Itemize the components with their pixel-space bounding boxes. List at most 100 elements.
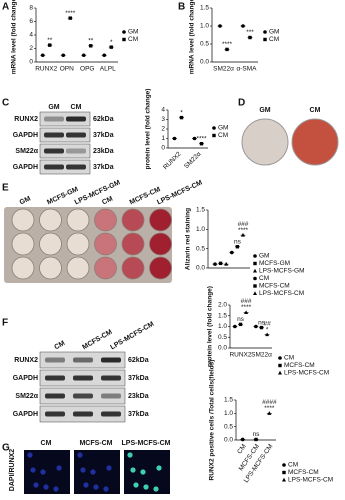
blot-column-label: GM	[48, 104, 59, 111]
legend-label: GM	[269, 29, 279, 36]
data-point	[253, 284, 257, 288]
blot-band	[101, 411, 121, 417]
stain-label: DAPI/RUNX2	[9, 449, 16, 492]
x-tick-label: OPG	[80, 66, 94, 73]
dish-label: CM	[310, 107, 321, 114]
well	[39, 232, 62, 256]
blot-protein: GAPDH	[13, 375, 38, 382]
data-point	[253, 276, 257, 281]
significance: ####	[262, 399, 277, 406]
well	[149, 232, 172, 256]
y-axis-label: protein level (fold change)	[207, 286, 214, 367]
y-axis-label: mRNA level (fold change)	[11, 0, 18, 74]
panel-label: C	[2, 98, 9, 109]
data-point	[282, 477, 286, 482]
data-point	[218, 24, 222, 28]
blot-strip	[39, 159, 91, 175]
data-point	[48, 43, 52, 47]
data-point	[218, 261, 223, 266]
data-point	[241, 232, 245, 237]
legend-label: GM	[218, 125, 228, 132]
blot-protein: SM22α	[15, 148, 38, 155]
y-axis-label: Alizarin red staining	[185, 208, 192, 270]
significance: ****	[264, 405, 275, 412]
y-tick-label: 0.0	[218, 345, 227, 352]
nucleus	[33, 482, 39, 488]
image-label: MCFS-CM	[79, 440, 112, 447]
y-tick-label: 1.5	[200, 5, 209, 12]
blot-band	[101, 375, 121, 381]
significance: ****	[241, 304, 252, 311]
blot-band	[45, 375, 65, 381]
blot-strip	[39, 111, 91, 127]
blot-protein: SM22α	[15, 393, 38, 400]
blot-size: 62kDa	[93, 116, 114, 123]
nucleus	[93, 484, 99, 490]
blot-band	[45, 393, 65, 399]
significance: ****	[65, 10, 76, 17]
significance: *	[266, 326, 269, 333]
nucleus	[53, 486, 59, 492]
significance: **	[47, 37, 53, 44]
x-tick-label: α-SMA	[236, 66, 257, 73]
data-point	[109, 45, 113, 49]
well	[94, 256, 117, 280]
data-point	[248, 35, 252, 40]
blot-protein: RUNX2	[14, 116, 38, 123]
x-tick-label: ALPL	[100, 66, 116, 73]
x-tick-label: RUNX2	[35, 66, 57, 73]
blot-protein: RUNX2	[14, 357, 38, 364]
legend-label: CM	[284, 355, 294, 362]
data-point	[212, 133, 216, 138]
well	[149, 208, 172, 232]
nucleus	[103, 486, 109, 492]
nucleus	[90, 469, 96, 475]
blot-band	[66, 164, 86, 170]
data-point	[253, 254, 257, 258]
data-point	[213, 262, 217, 266]
y-axis-label: protein level (fold change)	[145, 89, 152, 170]
panel-label: E	[2, 183, 9, 194]
legend-label: LPS-MCFS-CM	[288, 477, 333, 484]
legend-label: CM	[288, 462, 298, 469]
y-tick-label: 3	[161, 116, 165, 123]
data-point	[278, 363, 282, 368]
nucleus	[43, 484, 49, 490]
y-tick-label: 2	[161, 126, 165, 133]
significance: ns	[237, 316, 245, 323]
nucleus	[83, 482, 89, 488]
y-tick-label: 1	[161, 135, 165, 142]
well	[66, 208, 90, 232]
data-point	[278, 356, 282, 360]
legend-label: MCFS-CM	[259, 283, 290, 290]
data-point	[192, 136, 197, 141]
y-tick-label: 2	[29, 45, 33, 52]
y-tick-label: 0.0	[196, 265, 205, 272]
data-point	[81, 53, 86, 58]
dish	[291, 118, 339, 166]
nucleus	[153, 486, 159, 492]
data-point	[179, 115, 184, 120]
x-tick-label: SM22α	[183, 151, 203, 171]
blot-strip	[39, 127, 91, 143]
blot-band	[73, 393, 93, 399]
blot-band	[66, 132, 86, 138]
blot-band	[101, 357, 121, 363]
y-tick-label: 0.0	[200, 59, 209, 66]
well	[66, 256, 90, 280]
significance: ##	[263, 320, 271, 327]
blot-band	[44, 164, 64, 170]
y-tick-label: 0.5	[200, 41, 209, 48]
blot-size: 37kDa	[93, 164, 114, 171]
y-tick-label: 1.5	[196, 207, 205, 214]
significance: ****	[238, 227, 249, 234]
data-point	[241, 24, 245, 28]
nucleus	[77, 452, 83, 458]
blot-size: 23kDa	[93, 148, 114, 155]
blot-size: 62kDa	[128, 357, 149, 364]
data-point	[267, 411, 272, 415]
well	[149, 256, 172, 280]
legend-label: CM	[218, 132, 228, 139]
blot-band	[66, 148, 86, 154]
